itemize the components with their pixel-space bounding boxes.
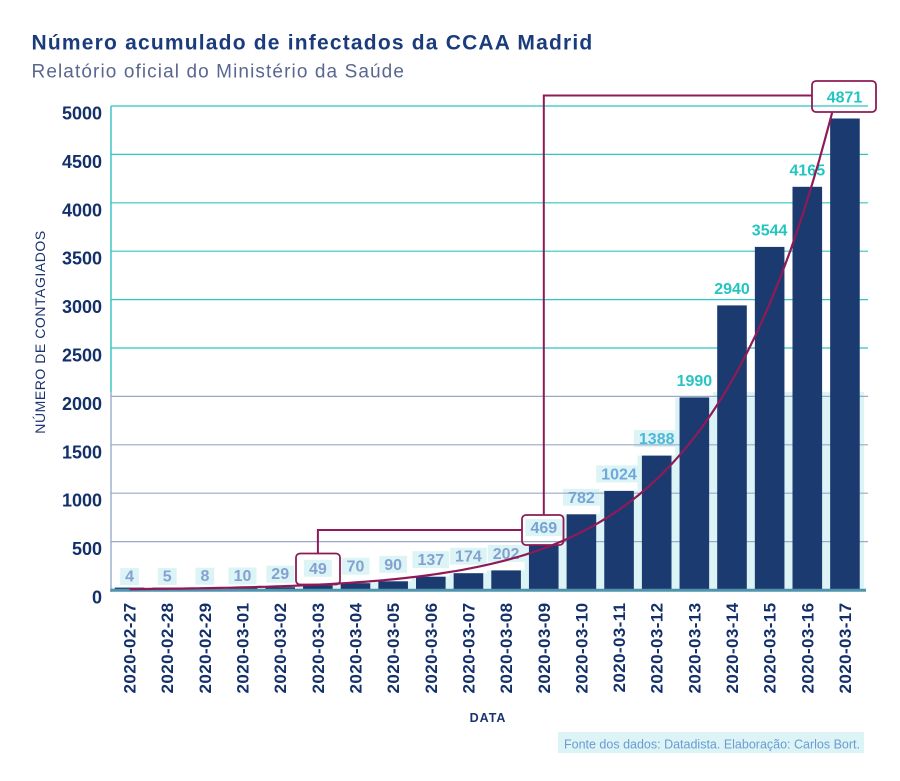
svg-text:3500: 3500 xyxy=(62,249,102,269)
svg-text:2020-02-27: 2020-02-27 xyxy=(121,603,140,694)
svg-text:4871: 4871 xyxy=(827,90,863,107)
svg-text:3544: 3544 xyxy=(752,222,788,239)
svg-text:29: 29 xyxy=(271,566,289,583)
svg-text:4165: 4165 xyxy=(790,162,826,179)
svg-text:1000: 1000 xyxy=(62,491,102,511)
svg-text:Número acumulado de infectados: Número acumulado de infectados da CCAA M… xyxy=(32,32,594,55)
svg-text:2020-03-08: 2020-03-08 xyxy=(497,603,516,694)
svg-text:10: 10 xyxy=(234,568,252,585)
svg-text:2020-03-16: 2020-03-16 xyxy=(798,603,817,694)
svg-text:4000: 4000 xyxy=(62,200,102,220)
svg-text:3000: 3000 xyxy=(62,297,102,317)
svg-text:8: 8 xyxy=(200,568,209,585)
svg-text:2020-03-09: 2020-03-09 xyxy=(535,603,554,694)
svg-text:2020-03-02: 2020-03-02 xyxy=(271,603,290,694)
svg-text:5000: 5000 xyxy=(62,104,102,124)
svg-text:2020-03-17: 2020-03-17 xyxy=(836,603,855,694)
svg-text:5: 5 xyxy=(163,569,172,586)
svg-text:2020-03-06: 2020-03-06 xyxy=(422,603,441,694)
svg-text:Fonte dos dados: Datadista. El: Fonte dos dados: Datadista. Elaboração: … xyxy=(564,738,860,752)
svg-text:1388: 1388 xyxy=(639,431,675,448)
svg-text:2020-03-13: 2020-03-13 xyxy=(685,603,704,694)
svg-text:174: 174 xyxy=(455,549,482,566)
svg-text:49: 49 xyxy=(309,561,327,578)
svg-text:90: 90 xyxy=(384,557,402,574)
svg-text:0: 0 xyxy=(92,588,102,608)
svg-text:137: 137 xyxy=(417,552,444,569)
svg-text:2020-03-05: 2020-03-05 xyxy=(384,603,403,694)
svg-text:2020-03-03: 2020-03-03 xyxy=(309,603,328,694)
svg-text:1024: 1024 xyxy=(601,466,637,483)
svg-text:2000: 2000 xyxy=(62,394,102,414)
svg-text:2020-03-04: 2020-03-04 xyxy=(347,602,366,693)
svg-text:1990: 1990 xyxy=(677,373,713,390)
svg-text:2020-03-10: 2020-03-10 xyxy=(572,603,591,694)
svg-text:2020-03-14: 2020-03-14 xyxy=(723,602,742,693)
svg-text:4: 4 xyxy=(125,569,134,586)
svg-text:2940: 2940 xyxy=(714,281,750,298)
svg-text:Relatório oficial do Ministéri: Relatório oficial do Ministério da Saúde xyxy=(32,62,406,83)
svg-text:782: 782 xyxy=(568,490,595,507)
svg-text:2020-03-11: 2020-03-11 xyxy=(610,603,629,693)
svg-text:2500: 2500 xyxy=(62,346,102,366)
svg-text:4500: 4500 xyxy=(62,152,102,172)
svg-text:2020-02-28: 2020-02-28 xyxy=(158,603,177,694)
svg-text:2020-02-29: 2020-02-29 xyxy=(196,603,215,694)
svg-text:500: 500 xyxy=(72,539,102,559)
svg-text:1500: 1500 xyxy=(62,442,102,462)
svg-text:2020-03-01: 2020-03-01 xyxy=(234,603,253,694)
svg-text:70: 70 xyxy=(347,559,365,576)
svg-text:DATA: DATA xyxy=(470,711,507,725)
svg-text:NÚMERO DE CONTAGIADOS: NÚMERO DE CONTAGIADOS xyxy=(32,230,48,433)
svg-text:2020-03-07: 2020-03-07 xyxy=(459,603,478,694)
svg-text:2020-03-12: 2020-03-12 xyxy=(648,603,667,694)
svg-text:469: 469 xyxy=(530,520,557,537)
svg-text:2020-03-15: 2020-03-15 xyxy=(761,603,780,694)
